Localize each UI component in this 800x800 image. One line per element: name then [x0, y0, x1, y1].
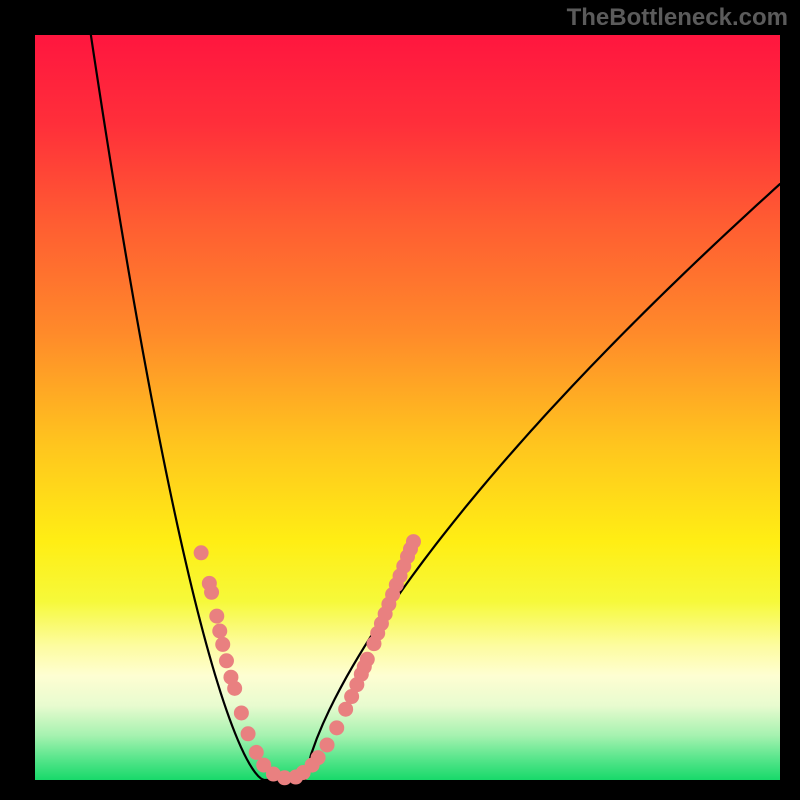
curve-marker — [329, 720, 344, 735]
curve-marker — [209, 609, 224, 624]
plot-background — [35, 35, 780, 780]
chart-wrapper: TheBottleneck.com — [0, 0, 800, 800]
curve-marker — [215, 637, 230, 652]
curve-marker — [219, 653, 234, 668]
curve-marker — [234, 705, 249, 720]
curve-marker — [311, 750, 326, 765]
curve-marker — [212, 624, 227, 639]
watermark-text: TheBottleneck.com — [567, 4, 788, 32]
curve-marker — [406, 534, 421, 549]
curve-marker — [360, 652, 375, 667]
curve-marker — [320, 737, 335, 752]
curve-marker — [249, 745, 264, 760]
curve-marker — [204, 585, 219, 600]
curve-marker — [227, 681, 242, 696]
curve-marker — [241, 726, 256, 741]
chart-svg — [0, 0, 800, 800]
curve-marker — [194, 545, 209, 560]
